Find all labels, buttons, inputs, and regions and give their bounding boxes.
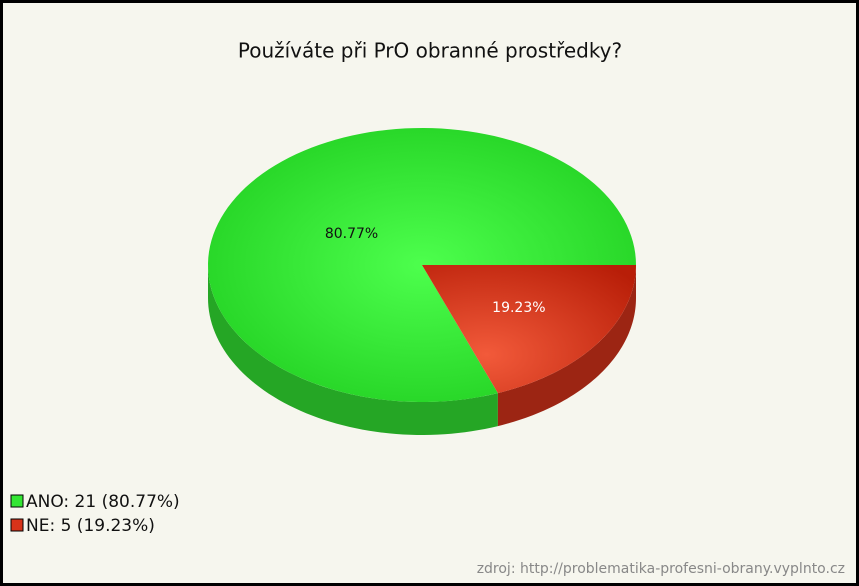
pie-slice [208, 128, 636, 402]
source: zdroj: http://problematika-profesni-obra… [477, 561, 845, 577]
pie-side [208, 265, 498, 435]
legend-label: NE: 5 (19.23%) [26, 516, 155, 536]
chart-title: Používáte při PrO obranné prostředky? [238, 39, 622, 63]
legend-swatch [10, 518, 24, 532]
data-label: 80.77% [325, 226, 378, 242]
pie-slice [422, 265, 636, 394]
data-label: 19.23% [492, 300, 545, 316]
pie-side [497, 265, 636, 427]
legend-swatch [10, 494, 24, 508]
legend-label: ANO: 21 (80.77%) [26, 492, 180, 512]
